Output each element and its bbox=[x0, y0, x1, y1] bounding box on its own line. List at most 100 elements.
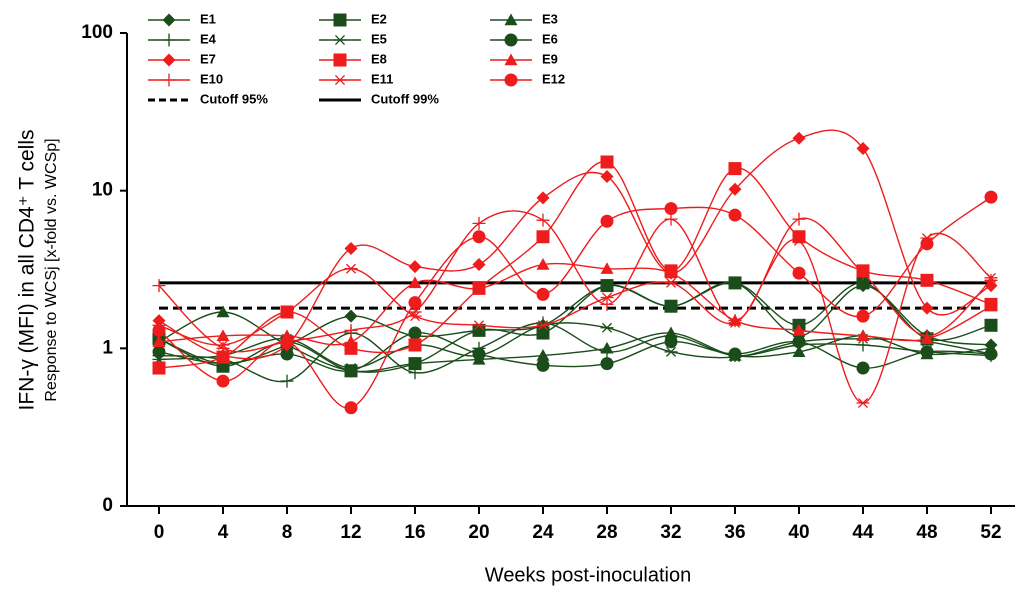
marker bbox=[344, 364, 358, 378]
marker bbox=[728, 182, 742, 196]
marker bbox=[536, 287, 550, 301]
marker bbox=[162, 53, 176, 67]
marker bbox=[920, 345, 934, 359]
marker bbox=[162, 13, 176, 27]
marker bbox=[600, 214, 614, 228]
marker bbox=[216, 305, 230, 318]
marker bbox=[472, 347, 486, 361]
x-tick-label: 40 bbox=[788, 522, 809, 543]
marker bbox=[984, 318, 998, 332]
x-tick-label: 24 bbox=[532, 522, 554, 543]
marker bbox=[344, 241, 358, 255]
marker bbox=[856, 276, 870, 290]
marker bbox=[333, 74, 347, 86]
marker bbox=[664, 335, 678, 349]
marker bbox=[152, 345, 166, 359]
x-tick-label: 36 bbox=[724, 522, 745, 543]
series-line bbox=[158, 262, 992, 346]
marker bbox=[536, 358, 550, 372]
x-tick-label: 44 bbox=[852, 522, 874, 543]
marker bbox=[600, 322, 614, 333]
legend-label: Cutoff 95% bbox=[200, 91, 268, 106]
marker bbox=[728, 162, 742, 176]
legend-label: E1 bbox=[200, 11, 216, 26]
marker bbox=[536, 349, 550, 361]
series-line bbox=[158, 161, 992, 369]
legend-label: E9 bbox=[542, 51, 558, 66]
legend-item: E11 bbox=[319, 71, 393, 86]
marker bbox=[728, 208, 742, 222]
legend-item: E4 bbox=[148, 31, 217, 47]
legend-label: E5 bbox=[371, 31, 387, 46]
legend-item: E1 bbox=[148, 11, 216, 27]
series bbox=[152, 155, 998, 375]
x-tick-label: 48 bbox=[916, 522, 937, 543]
series-line bbox=[158, 196, 992, 409]
marker bbox=[536, 191, 550, 205]
marker bbox=[856, 361, 870, 375]
marker bbox=[792, 323, 806, 336]
marker bbox=[152, 323, 166, 337]
marker bbox=[344, 263, 358, 274]
marker bbox=[280, 335, 294, 349]
marker bbox=[792, 335, 806, 349]
marker bbox=[408, 366, 422, 380]
x-tick-label: 4 bbox=[218, 522, 229, 543]
marker bbox=[152, 335, 166, 348]
marker bbox=[504, 33, 518, 47]
marker bbox=[344, 401, 358, 415]
marker bbox=[280, 347, 294, 361]
x-axis-title: Weeks post-inoculation bbox=[485, 564, 691, 586]
marker bbox=[333, 13, 347, 27]
x-tick-label: 8 bbox=[282, 522, 293, 543]
marker bbox=[216, 339, 230, 351]
legend-label: E2 bbox=[371, 11, 387, 26]
x-tick-label: 20 bbox=[468, 522, 489, 543]
y-tick-label: 10 bbox=[92, 180, 113, 201]
marker bbox=[856, 329, 870, 342]
marker bbox=[333, 53, 347, 67]
x-tick-label: 0 bbox=[154, 522, 165, 543]
marker bbox=[152, 279, 166, 293]
marker bbox=[408, 260, 422, 274]
series-line bbox=[158, 332, 992, 372]
marker bbox=[984, 347, 998, 361]
legend-label: E12 bbox=[542, 71, 565, 86]
series bbox=[152, 320, 998, 374]
legend-label: E10 bbox=[200, 71, 223, 86]
series bbox=[152, 129, 998, 363]
marker bbox=[344, 323, 358, 337]
legend-label: E6 bbox=[542, 31, 558, 46]
legend-item: E9 bbox=[490, 51, 558, 66]
marker bbox=[408, 357, 422, 369]
marker bbox=[333, 34, 347, 46]
marker bbox=[216, 329, 230, 342]
series-line bbox=[158, 322, 992, 383]
y-axis-title: IFN-γ (MFI) in all CD4⁺ T cells bbox=[16, 130, 39, 411]
marker bbox=[408, 326, 422, 340]
legend-label: E4 bbox=[200, 31, 217, 46]
marker bbox=[920, 237, 934, 251]
y-axis-subtitle: Response to WCSj [x-fold vs. WCSp] bbox=[43, 138, 60, 401]
series bbox=[152, 210, 998, 355]
series-line bbox=[158, 232, 992, 404]
legend-item: Cutoff 95% bbox=[148, 91, 268, 106]
marker bbox=[600, 169, 614, 183]
marker bbox=[856, 309, 870, 323]
legend-item: E3 bbox=[490, 11, 558, 26]
marker bbox=[216, 341, 230, 355]
marker bbox=[280, 306, 294, 318]
marker bbox=[664, 346, 678, 357]
marker bbox=[162, 33, 176, 47]
marker bbox=[728, 347, 742, 361]
marker bbox=[280, 374, 294, 388]
marker bbox=[408, 338, 422, 352]
marker bbox=[856, 398, 870, 409]
marker bbox=[920, 273, 934, 287]
marker bbox=[664, 299, 678, 313]
marker bbox=[472, 323, 486, 337]
marker bbox=[984, 299, 998, 312]
marker bbox=[600, 357, 614, 371]
marker bbox=[664, 266, 678, 279]
